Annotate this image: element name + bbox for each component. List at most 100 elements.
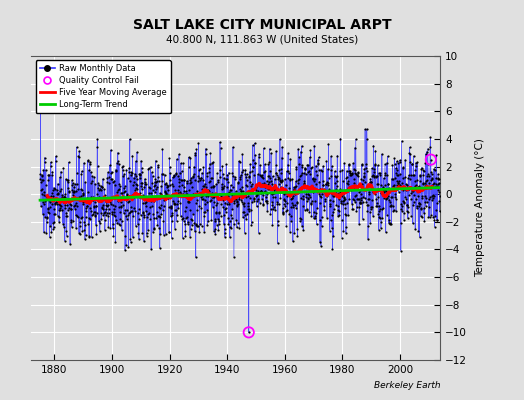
Point xyxy=(304,196,312,202)
Point xyxy=(206,174,215,181)
Point xyxy=(84,221,92,228)
Point xyxy=(143,213,151,220)
Point xyxy=(427,156,435,163)
Point xyxy=(36,176,44,182)
Point xyxy=(41,193,50,200)
Point xyxy=(161,181,169,188)
Point xyxy=(77,215,85,221)
Point xyxy=(222,176,231,182)
Point xyxy=(211,230,220,237)
Point xyxy=(230,221,238,227)
Point xyxy=(411,226,419,232)
Point xyxy=(268,198,276,205)
Point xyxy=(340,228,348,234)
Point xyxy=(433,183,441,190)
Point xyxy=(259,175,267,181)
Point xyxy=(138,180,146,186)
Point xyxy=(223,200,232,207)
Point xyxy=(365,191,373,198)
Point xyxy=(110,233,118,239)
Point xyxy=(396,157,404,164)
Point xyxy=(293,233,302,239)
Point xyxy=(329,197,337,204)
Point xyxy=(425,179,433,186)
Point xyxy=(286,189,294,196)
Point xyxy=(244,200,252,207)
Point xyxy=(375,208,384,214)
Point xyxy=(390,174,399,181)
Point xyxy=(291,188,300,195)
Point xyxy=(245,205,254,212)
Point xyxy=(206,150,214,157)
Point xyxy=(300,207,309,213)
Point xyxy=(345,168,354,174)
Point xyxy=(217,201,225,207)
Point xyxy=(431,184,439,191)
Point xyxy=(189,174,197,180)
Point xyxy=(429,195,437,201)
Point xyxy=(261,198,270,204)
Point xyxy=(58,196,67,203)
Point xyxy=(272,170,280,176)
Point xyxy=(309,175,318,182)
Point xyxy=(184,197,192,204)
Point xyxy=(406,151,414,157)
Point xyxy=(125,178,134,184)
Point xyxy=(252,183,260,189)
Point xyxy=(359,194,368,200)
Point xyxy=(403,215,412,221)
Point xyxy=(386,202,395,208)
Point xyxy=(39,177,47,184)
Point xyxy=(52,153,60,160)
Point xyxy=(320,207,329,214)
Point xyxy=(263,208,271,214)
Point xyxy=(352,171,360,178)
Point xyxy=(109,221,117,227)
Point xyxy=(62,210,71,216)
Point xyxy=(228,170,237,176)
Point xyxy=(67,202,75,208)
Point xyxy=(376,170,385,177)
Point xyxy=(412,159,420,166)
Point xyxy=(394,160,402,166)
Point xyxy=(417,213,425,219)
Point xyxy=(141,202,150,209)
Point xyxy=(176,169,184,176)
Point xyxy=(169,198,178,204)
Point xyxy=(220,225,228,232)
Point xyxy=(141,208,150,214)
Point xyxy=(104,224,112,230)
Point xyxy=(280,187,289,194)
Point xyxy=(307,165,315,171)
Point xyxy=(302,194,310,200)
Point xyxy=(189,173,198,179)
Point xyxy=(345,196,354,202)
Point xyxy=(242,181,250,188)
Point xyxy=(204,179,213,185)
Point xyxy=(141,179,149,186)
Point xyxy=(313,188,322,194)
Point xyxy=(355,204,364,210)
Point xyxy=(98,204,106,210)
Point xyxy=(286,176,294,183)
Point xyxy=(388,175,396,182)
Point xyxy=(70,203,78,209)
Point xyxy=(364,195,373,202)
Point xyxy=(298,162,306,168)
Point xyxy=(418,194,427,201)
Point xyxy=(45,196,53,203)
Point xyxy=(356,199,365,205)
Point xyxy=(243,177,251,183)
Point xyxy=(385,220,393,226)
Point xyxy=(104,213,113,220)
Point xyxy=(370,169,379,176)
Point xyxy=(247,206,255,213)
Point xyxy=(396,171,405,177)
Point xyxy=(190,228,199,234)
Point xyxy=(62,232,71,239)
Point xyxy=(36,99,45,106)
Point xyxy=(110,212,118,218)
Point xyxy=(186,176,194,183)
Point xyxy=(371,148,379,154)
Point xyxy=(59,198,67,204)
